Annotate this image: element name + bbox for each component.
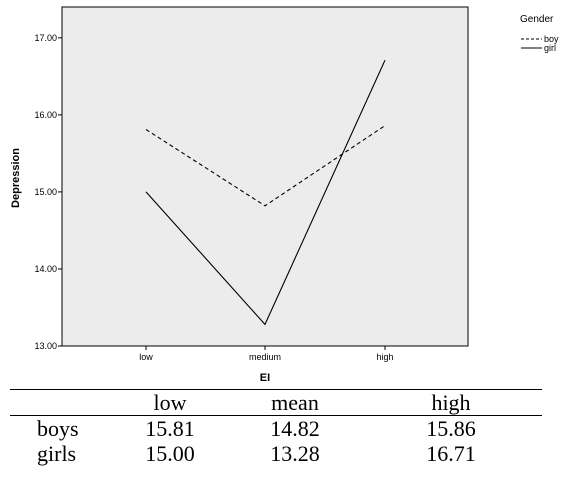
- table-header-cell: low: [153, 390, 187, 415]
- table-header-cell: [10, 390, 110, 416]
- table-header-cell: high: [431, 390, 471, 415]
- x-axis: low medium high: [139, 346, 394, 362]
- legend-title: Gender: [520, 14, 554, 25]
- row-label: boys: [37, 416, 79, 441]
- table-cell: 14.82: [270, 416, 320, 441]
- table-cell: 15.00: [145, 441, 195, 466]
- table-cell: 15.86: [426, 416, 476, 441]
- y-tick-label: 14.00: [34, 264, 57, 274]
- x-tick-label: medium: [249, 352, 281, 362]
- x-axis-title: EI: [260, 372, 270, 384]
- legend-label: girl: [544, 43, 556, 53]
- data-table: low mean high boys 15.81 14.82 15.86 gir…: [10, 389, 542, 466]
- y-tick-label: 17.00: [34, 33, 57, 43]
- table-row: girls 15.00 13.28 16.71: [10, 441, 542, 466]
- y-tick-label: 15.00: [34, 187, 57, 197]
- table-header-row: low mean high: [10, 389, 542, 416]
- y-axis-title: Depression: [10, 148, 22, 208]
- x-tick-label: high: [376, 352, 393, 362]
- table-row: boys 15.81 14.82 15.86: [10, 416, 542, 442]
- y-axis: 13.00 14.00 15.00 16.00 17.00: [34, 33, 62, 351]
- table-cell: 15.81: [145, 416, 195, 441]
- y-tick-label: 16.00: [34, 110, 57, 120]
- series-line-girl: [145, 59, 386, 326]
- table-cell: 16.71: [426, 441, 476, 466]
- plot-area: [61, 6, 469, 347]
- table-cell: 13.28: [270, 441, 320, 466]
- legend-label: boy: [544, 34, 559, 44]
- row-label: girls: [37, 441, 77, 466]
- y-tick-label: 13.00: [34, 341, 57, 351]
- series-lines: [145, 59, 386, 326]
- table-header-cell: mean: [271, 390, 319, 415]
- series-line-boy: [145, 125, 386, 207]
- x-tick-label: low: [139, 352, 153, 362]
